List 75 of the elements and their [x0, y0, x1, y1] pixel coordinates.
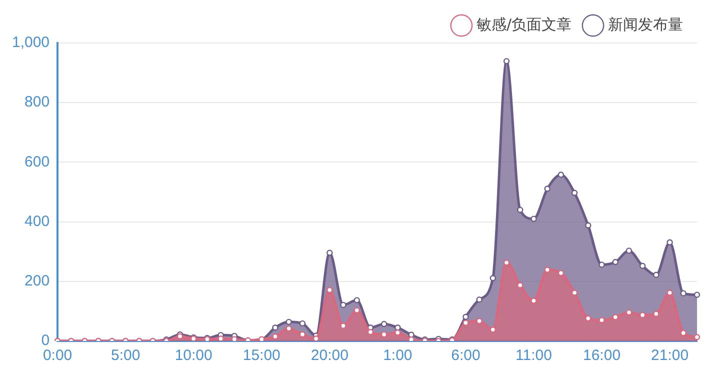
- point: [571, 290, 578, 296]
- x-tick-label: 15:00: [242, 347, 280, 364]
- point: [299, 320, 306, 327]
- point: [680, 290, 686, 296]
- point: [653, 310, 660, 317]
- point: [286, 325, 292, 332]
- point: [666, 239, 673, 246]
- point: [558, 270, 564, 276]
- point: [326, 286, 333, 294]
- point: [490, 275, 496, 282]
- point: [380, 331, 388, 338]
- point: [408, 336, 414, 341]
- point: [612, 314, 618, 320]
- point: [354, 297, 360, 304]
- legend-label: 敏感/负面文章: [476, 15, 572, 34]
- point: [530, 216, 537, 222]
- x-tick-label: 10:00: [174, 347, 212, 364]
- y-tick-label: 200: [24, 272, 50, 290]
- point: [367, 328, 374, 336]
- point: [231, 336, 238, 341]
- point: [639, 262, 646, 270]
- point: [503, 58, 510, 64]
- point: [340, 302, 346, 308]
- point: [340, 322, 346, 329]
- point: [517, 206, 524, 213]
- x-tick-label: 16:00: [582, 347, 621, 364]
- y-tick-label: 800: [24, 94, 50, 111]
- x-tick-label: 5:00: [110, 347, 140, 364]
- point: [530, 298, 537, 304]
- point: [272, 324, 278, 331]
- point: [286, 318, 292, 326]
- point: [299, 331, 306, 338]
- point: [312, 336, 320, 341]
- y-tick-label: 0: [41, 332, 50, 350]
- x-tick-label: 6:00: [451, 347, 480, 364]
- point: [694, 334, 700, 340]
- point: [354, 307, 360, 314]
- point: [598, 317, 605, 324]
- x-tick-label: 1:00: [383, 347, 412, 364]
- point: [490, 326, 496, 333]
- point: [503, 260, 510, 266]
- y-tick-label: 400: [24, 212, 50, 230]
- point: [558, 172, 564, 178]
- point: [272, 333, 278, 340]
- y-tick-label: 1,000: [12, 34, 50, 52]
- x-tick-label: 20:00: [310, 347, 348, 364]
- point: [544, 186, 550, 192]
- point: [626, 309, 632, 316]
- point: [394, 324, 401, 331]
- point: [571, 190, 578, 196]
- point: [326, 250, 333, 256]
- point: [598, 262, 605, 268]
- point: [462, 314, 469, 320]
- point: [380, 320, 388, 328]
- point: [612, 258, 618, 266]
- point: [544, 266, 550, 273]
- point: [476, 318, 482, 324]
- point: [462, 320, 469, 326]
- x-tick-label: 11:00: [516, 347, 552, 364]
- point: [585, 315, 592, 322]
- point: [585, 222, 592, 228]
- x-tick-label: 0:00: [42, 347, 72, 364]
- point: [680, 330, 686, 336]
- point: [626, 248, 632, 254]
- point: [394, 330, 401, 336]
- point: [653, 272, 660, 278]
- x-tick-label: 21:00: [651, 347, 689, 364]
- legend-label: 新闻发布量: [608, 15, 683, 34]
- y-tick-label: 600: [24, 153, 50, 170]
- point: [639, 312, 646, 318]
- point: [517, 282, 524, 288]
- point: [218, 336, 224, 341]
- point: [666, 290, 673, 296]
- point: [694, 292, 700, 298]
- point: [476, 296, 482, 303]
